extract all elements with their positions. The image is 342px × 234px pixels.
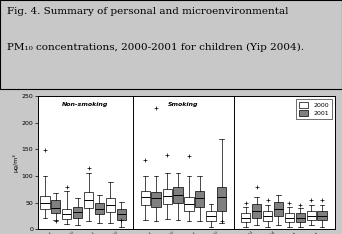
PathPatch shape [241,213,250,222]
Y-axis label: μg/m³: μg/m³ [13,153,19,172]
PathPatch shape [295,213,305,222]
PathPatch shape [263,211,272,221]
PathPatch shape [117,209,126,220]
PathPatch shape [84,192,93,208]
PathPatch shape [73,207,82,218]
PathPatch shape [217,187,226,211]
PathPatch shape [206,211,215,221]
PathPatch shape [95,203,104,214]
PathPatch shape [51,200,60,213]
PathPatch shape [195,191,205,207]
Text: Non-smoking: Non-smoking [62,102,109,107]
Text: PM₁₀ concentrations, 2000-2001 for children (Yip 2004).: PM₁₀ concentrations, 2000-2001 for child… [7,43,304,52]
Text: Smoking: Smoking [168,102,199,107]
PathPatch shape [62,209,71,219]
PathPatch shape [141,191,150,205]
PathPatch shape [307,211,316,220]
PathPatch shape [285,213,294,222]
Legend: 2000, 2001: 2000, 2001 [296,99,332,119]
PathPatch shape [173,187,183,203]
PathPatch shape [317,211,327,220]
PathPatch shape [162,189,172,204]
PathPatch shape [252,204,261,218]
PathPatch shape [40,196,50,209]
PathPatch shape [184,197,194,211]
PathPatch shape [152,192,161,207]
Text: Fig. 4. Summary of personal and microenvironmental: Fig. 4. Summary of personal and microenv… [7,7,288,16]
PathPatch shape [274,201,283,216]
PathPatch shape [106,198,115,212]
